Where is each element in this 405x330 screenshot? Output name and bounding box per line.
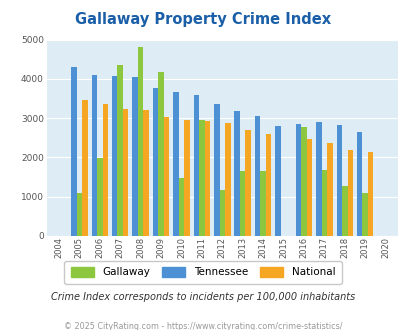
Bar	[152, 88, 158, 236]
Bar	[239, 171, 245, 236]
Bar	[224, 123, 230, 236]
Bar	[112, 76, 117, 236]
Bar	[102, 104, 108, 236]
Bar	[71, 67, 77, 236]
Bar	[91, 75, 97, 236]
Bar	[219, 190, 224, 236]
Bar	[82, 100, 87, 236]
Bar	[295, 124, 301, 236]
Bar	[178, 178, 184, 236]
Bar	[356, 132, 362, 236]
Bar	[234, 111, 239, 236]
Bar	[362, 193, 367, 236]
Bar	[315, 122, 321, 236]
Bar	[341, 186, 347, 236]
Text: Crime Index corresponds to incidents per 100,000 inhabitants: Crime Index corresponds to incidents per…	[51, 292, 354, 302]
Text: © 2025 CityRating.com - https://www.cityrating.com/crime-statistics/: © 2025 CityRating.com - https://www.city…	[64, 322, 341, 330]
Bar	[158, 72, 163, 236]
Bar	[367, 152, 373, 236]
Bar	[260, 171, 265, 236]
Bar	[184, 120, 189, 236]
Bar	[254, 116, 260, 236]
Bar	[173, 92, 178, 236]
Bar	[143, 110, 149, 236]
Bar	[97, 158, 102, 236]
Bar	[198, 120, 204, 236]
Text: Gallaway Property Crime Index: Gallaway Property Crime Index	[75, 12, 330, 26]
Bar	[336, 125, 341, 236]
Bar	[301, 127, 306, 236]
Bar	[275, 126, 280, 236]
Bar	[193, 95, 198, 236]
Bar	[117, 65, 123, 236]
Bar	[213, 104, 219, 236]
Bar	[306, 139, 311, 236]
Bar	[326, 143, 332, 236]
Bar	[132, 77, 138, 236]
Bar	[347, 149, 352, 236]
Bar	[123, 109, 128, 236]
Bar	[321, 170, 326, 236]
Bar	[265, 134, 271, 236]
Bar	[163, 116, 169, 236]
Bar	[138, 47, 143, 236]
Bar	[77, 193, 82, 236]
Bar	[245, 130, 250, 236]
Legend: Gallaway, Tennessee, National: Gallaway, Tennessee, National	[64, 261, 341, 284]
Bar	[204, 121, 210, 236]
